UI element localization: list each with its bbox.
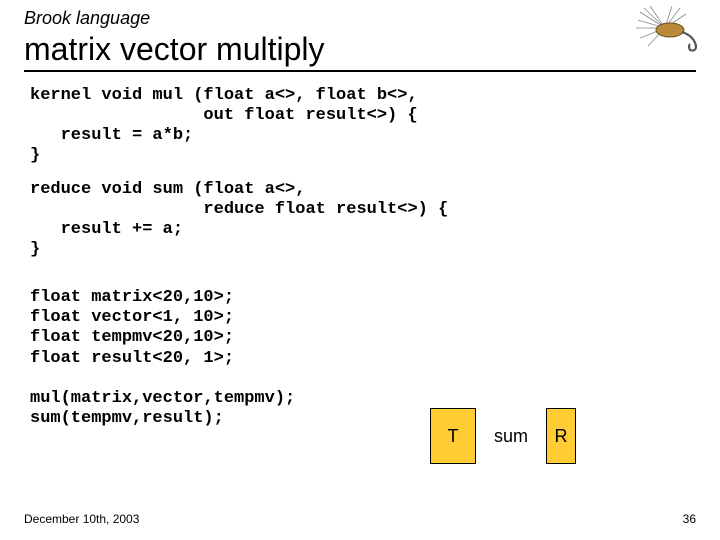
reduction-diagram: T sum R (430, 408, 576, 464)
fly-fishing-lure-icon (630, 6, 700, 54)
slide-title: matrix vector multiply (24, 31, 696, 72)
footer-page-number: 36 (683, 512, 696, 526)
code-reduce-sum: reduce void sum (float a<>, reduce float… (0, 166, 720, 260)
diagram-box-r: R (546, 408, 576, 464)
slide-subtitle: Brook language (24, 8, 696, 29)
footer-date: December 10th, 2003 (24, 512, 139, 526)
code-kernel-mul: kernel void mul (float a<>, float b<>, o… (0, 72, 720, 166)
diagram-sum-label: sum (494, 426, 528, 447)
diagram-box-t: T (430, 408, 476, 464)
code-main: float matrix<20,10>; float vector<1, 10>… (0, 260, 720, 428)
slide-header: Brook language matrix vector multiply (0, 0, 720, 72)
